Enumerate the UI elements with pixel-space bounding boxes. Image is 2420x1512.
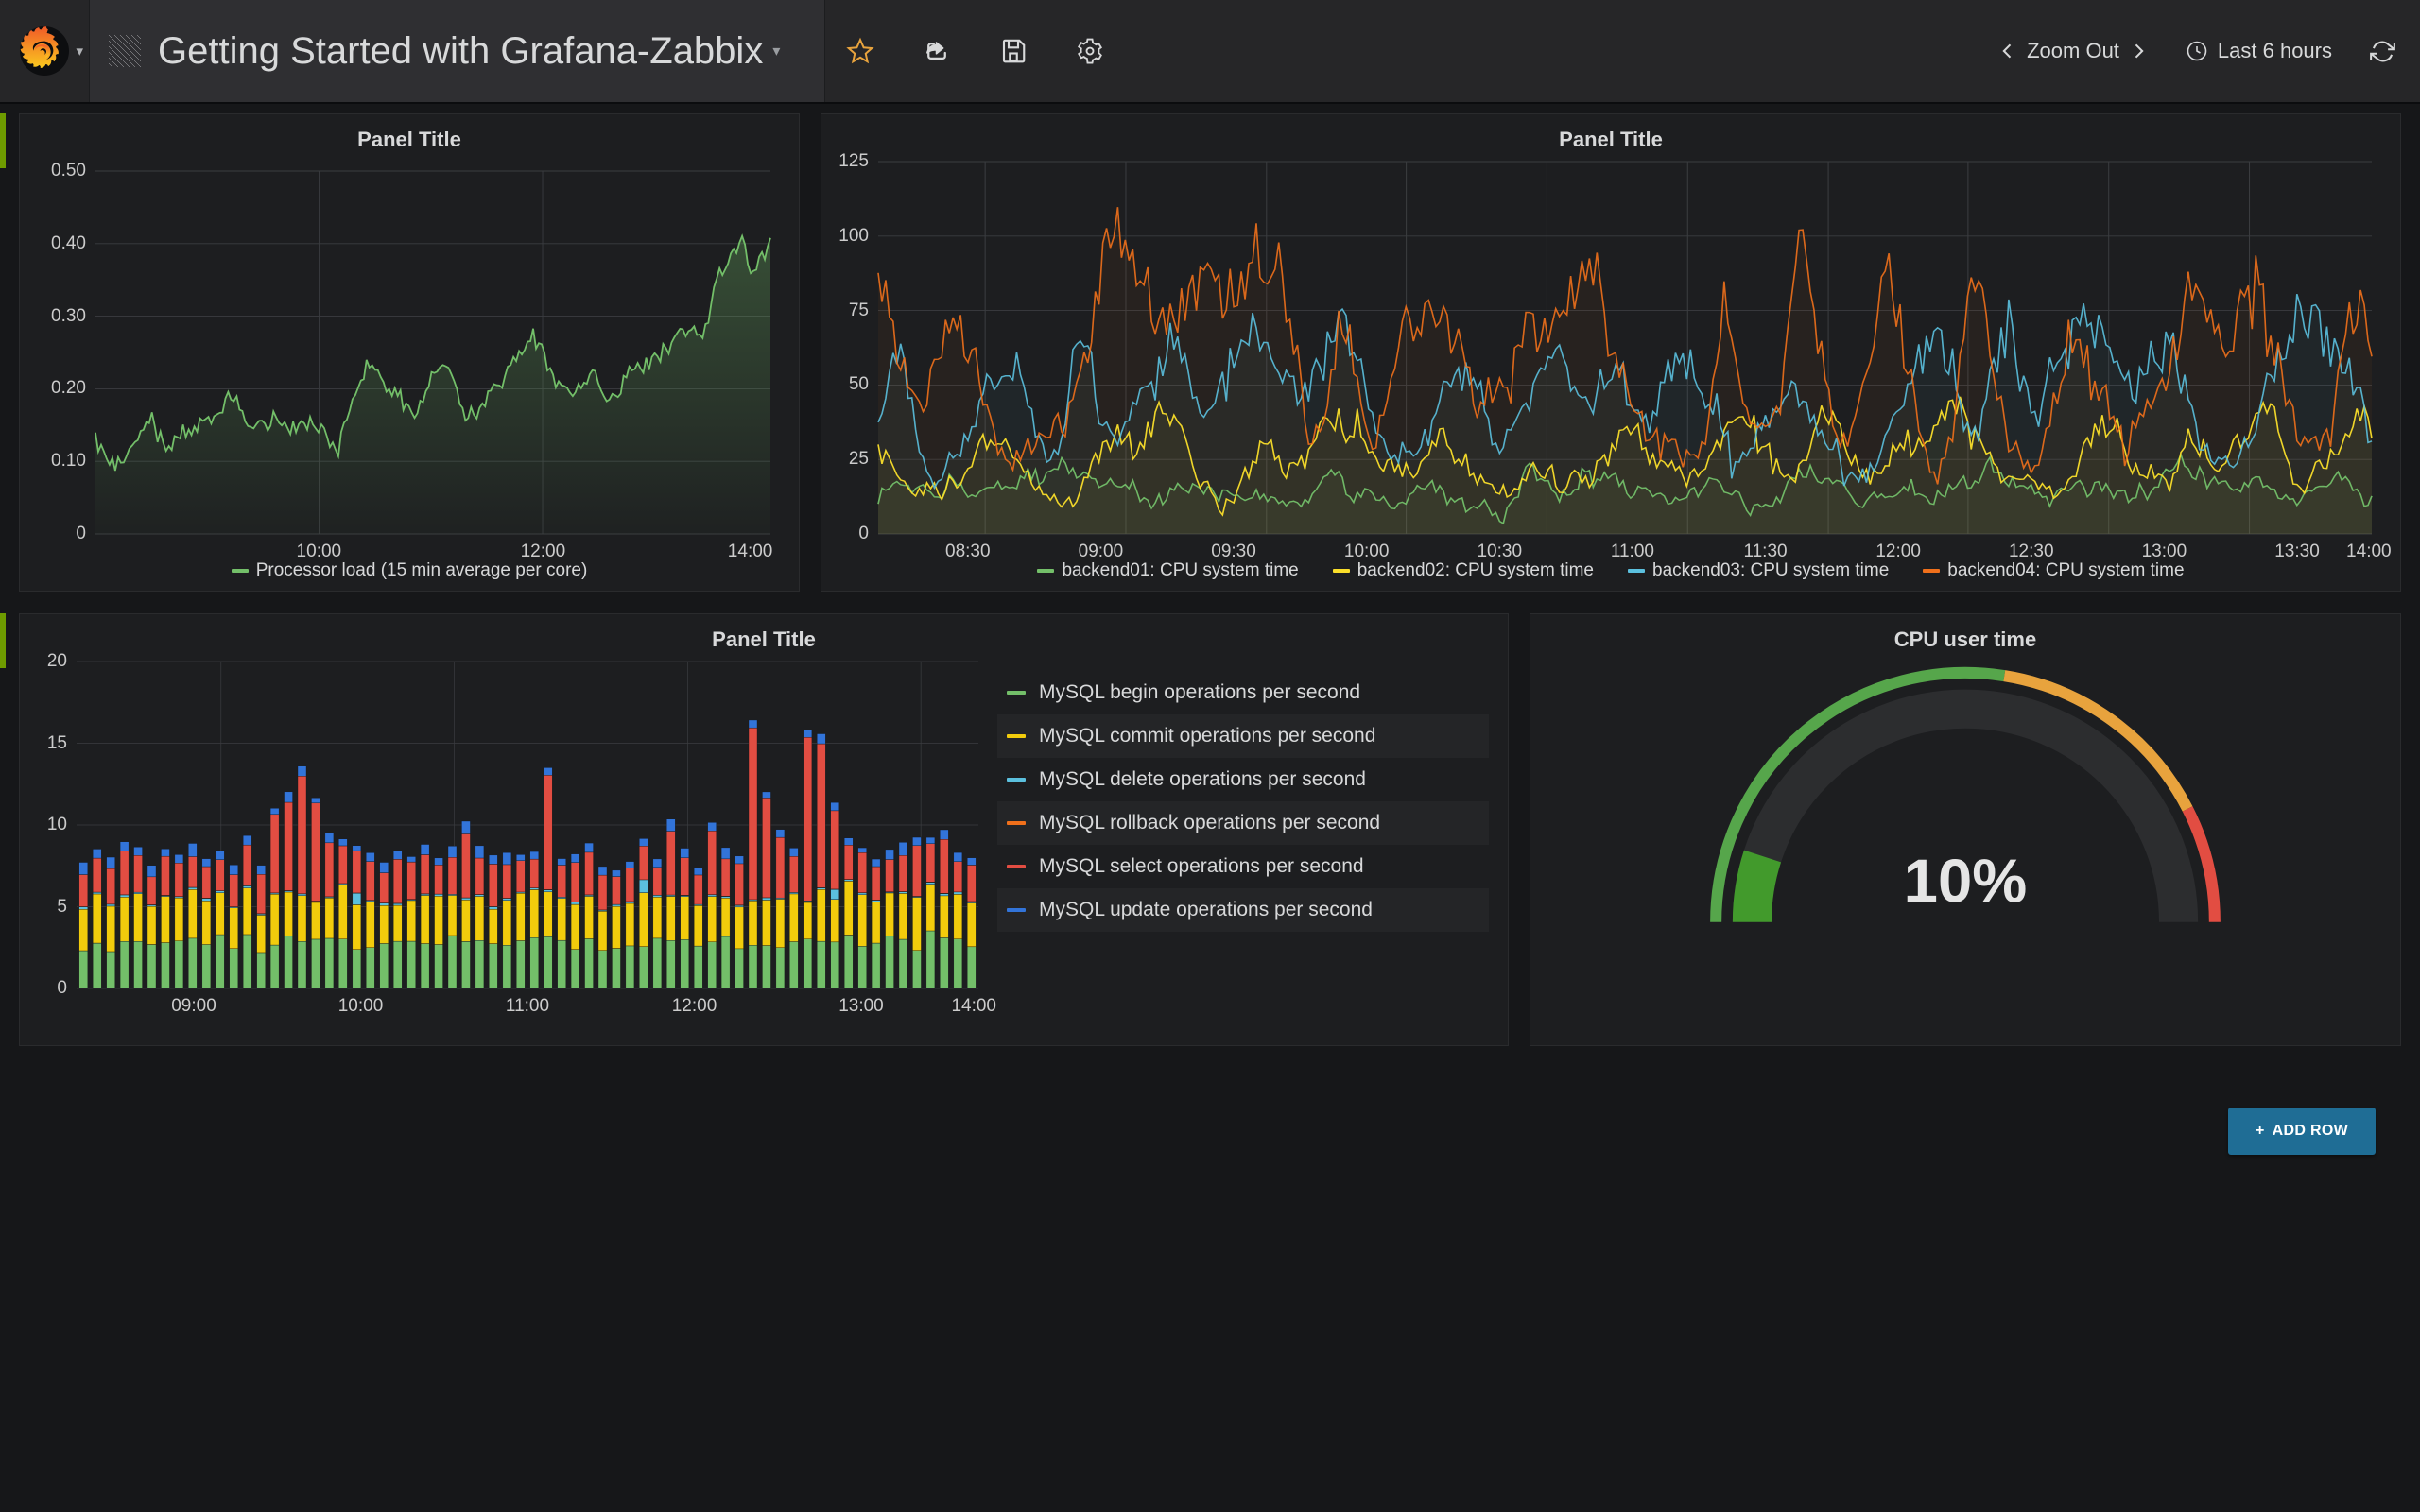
- svg-text:10%: 10%: [1904, 846, 2028, 915]
